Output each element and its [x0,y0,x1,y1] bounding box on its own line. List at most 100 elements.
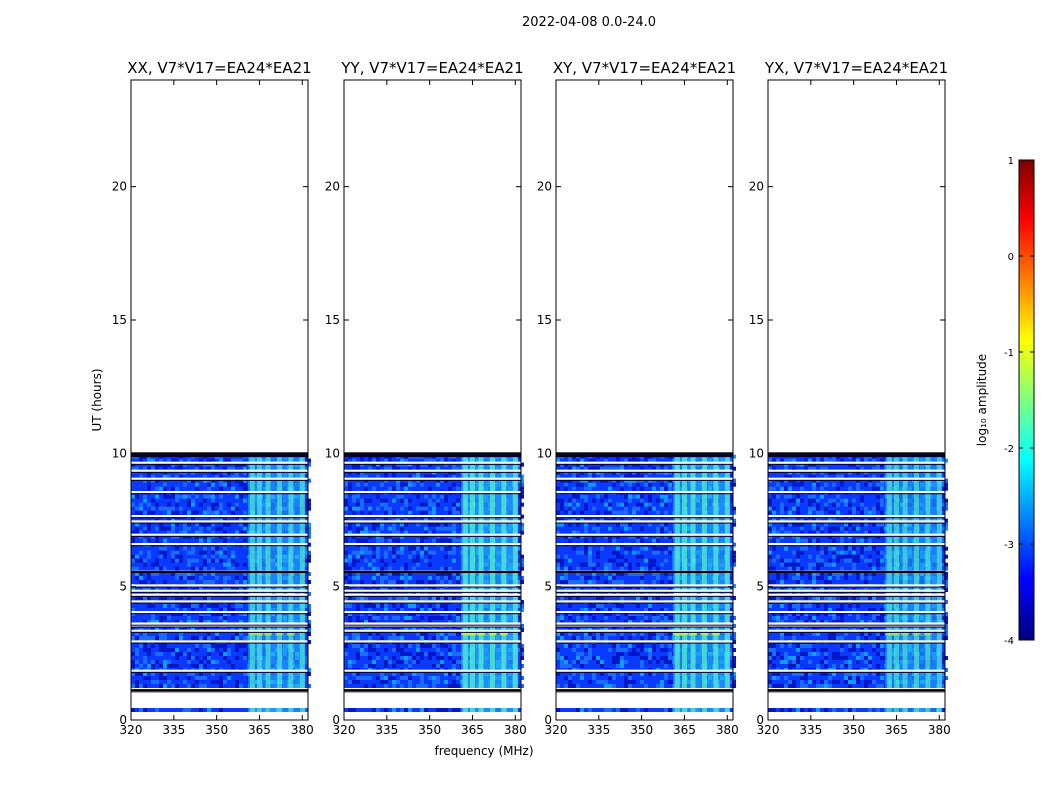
flagged-line [344,515,521,518]
panel-frame [555,79,734,721]
rfi-channel [512,708,518,712]
x-tick-label: 365 [673,723,696,737]
flagged-line-edge [768,595,945,597]
flagged-line [768,629,945,632]
flagged-line [768,533,945,536]
flagged-line-edge [768,586,945,588]
flagged-line-edge [556,602,733,604]
flagged-line-edge [131,631,308,633]
flagged-line [556,477,733,480]
block-divider [131,571,308,573]
x-tick-label: 350 [630,723,653,737]
x-tick-label: 350 [205,723,228,737]
y-axis-label: UT (hours) [90,368,104,431]
data-block [344,708,521,712]
flagged-line-edge [768,626,945,628]
rfi-channel [299,454,305,571]
flagged-line [768,461,945,464]
rfi-channel [276,454,282,571]
flagged-line [131,584,308,587]
flagged-line-edge [344,493,521,495]
flagged-line [131,469,308,472]
colorbar-tick-label: -3 [1004,540,1014,551]
flagged-line-edge [768,613,945,615]
figure-suptitle: 2022-04-08 0.0-24.0 [522,15,656,30]
flagged-line-edge [768,545,945,547]
flagged-line-edge [768,602,945,604]
block-divider [344,689,521,692]
rfi-channel [265,708,271,712]
flagged-line-edge [768,535,945,537]
x-tick-label: 380 [291,723,314,737]
flagged-line [344,611,521,614]
flagged-line [768,589,945,592]
flagged-line [131,622,308,625]
data-block [768,708,945,712]
x-tick-label: 350 [418,723,441,737]
block-divider [131,452,308,455]
flagged-line [344,461,521,464]
flagged-line-edge [556,642,733,644]
rfi-channel [913,708,919,712]
flagged-line-edge [556,586,733,588]
colorbar-label: log₁₀ amplitude [975,354,989,446]
flagged-line-edge [131,624,308,626]
colorbar-tick-label: -4 [1004,636,1014,647]
flagged-line-edge [556,471,733,473]
rfi-channel [674,454,680,571]
rfi-channel [288,708,294,712]
flagged-line [768,584,945,587]
rfi-channel [886,454,892,571]
flagged-line-edge [556,463,733,465]
y-tick-label: 15 [112,313,127,327]
flagged-line [344,669,521,672]
rfi-channel [724,708,730,712]
x-axis-label: frequency (MHz) [434,744,533,758]
colorbar-tick-label: 0 [1008,252,1014,263]
rfi-channel [936,454,942,571]
block-edge [556,454,733,458]
flagged-line-edge [556,613,733,615]
flagged-line [768,477,945,480]
flagged-line-edge [131,626,308,628]
flagged-line-edge [556,591,733,593]
rfi-channel [925,708,931,712]
y-tick-label: 5 [544,580,552,594]
flagged-line [131,477,308,480]
colorbar-tick-label: -1 [1004,348,1014,359]
rfi-channel [724,454,730,571]
flagged-line [556,584,733,587]
flagged-line-edge [131,591,308,593]
flagged-line [768,611,945,614]
flagged-line-edge [344,671,521,673]
rfi-band [673,708,731,712]
flagged-line-edge [344,624,521,626]
flagged-line-edge [768,631,945,633]
flagged-line [131,593,308,596]
flagged-line [556,515,733,518]
rfi-channel [256,454,262,571]
panel-2: YY, V7*V17=EA24*EA21 320 335 350 365 380 0 5 10 1… [325,59,527,737]
flagged-line-edge [768,463,945,465]
rfi-channel [902,708,908,712]
flagged-line-edge [556,493,733,495]
block-divider [768,571,945,573]
flagged-line-edge [131,471,308,473]
flagged-line [768,593,945,596]
panel-frame [767,79,946,721]
block-edge [131,454,308,458]
flagged-line-edge [344,522,521,524]
flagged-line-edge [131,602,308,604]
y-tick-label: 20 [537,180,552,194]
x-tick-label: 365 [885,723,908,737]
y-tick-label: 20 [112,180,127,194]
x-tick-label: 320 [333,723,356,737]
block-divider [556,571,733,573]
heatmap-image [344,452,524,712]
flagged-line-edge [131,493,308,495]
colorbar-tick-label: 1 [1008,156,1014,167]
flagged-line-edge [768,471,945,473]
flagged-line-edge [344,586,521,588]
y-tick-label: 0 [544,713,552,727]
flagged-line [556,669,733,672]
